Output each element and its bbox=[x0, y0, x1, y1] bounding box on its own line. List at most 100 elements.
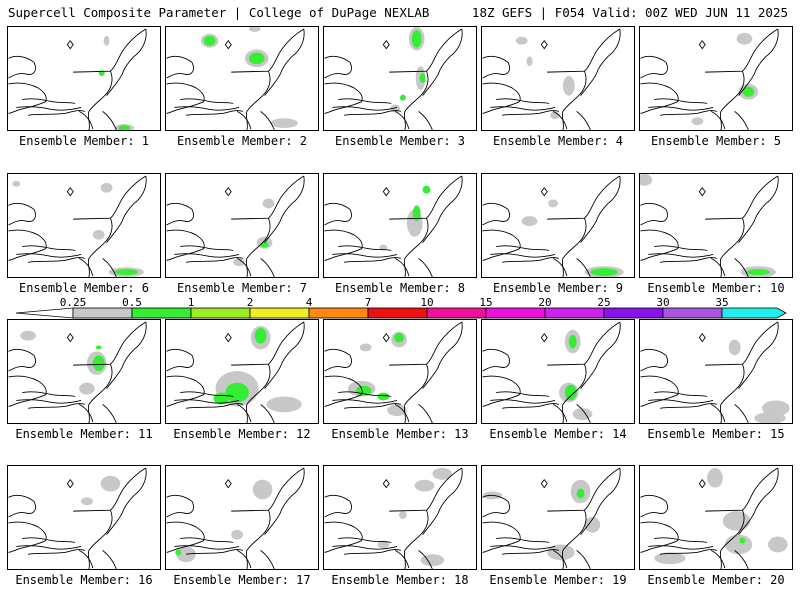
boundary-line bbox=[648, 253, 714, 258]
boundary-line bbox=[73, 175, 147, 220]
scp-shading-low bbox=[728, 339, 741, 356]
scp-shading-low bbox=[722, 511, 751, 531]
boundary-line bbox=[576, 111, 591, 130]
boundary-line bbox=[734, 258, 749, 277]
scp-shading-low bbox=[762, 400, 790, 417]
scp-shading-green bbox=[95, 345, 102, 350]
scp-shading-green bbox=[568, 334, 577, 349]
ensemble-member-map bbox=[7, 319, 161, 424]
colorbar-segment bbox=[485, 307, 546, 319]
boundary-line bbox=[106, 175, 147, 243]
ensemble-member-map bbox=[639, 173, 793, 278]
boundary-line bbox=[324, 202, 352, 226]
scp-shading-low bbox=[81, 497, 93, 506]
boundary-line bbox=[73, 28, 147, 73]
scp-shading-green bbox=[114, 269, 138, 276]
boundary-line bbox=[8, 229, 47, 261]
boundary-line bbox=[186, 549, 244, 555]
colorbar-tick-label: 0.5 bbox=[122, 296, 142, 309]
scp-shading-low bbox=[399, 511, 407, 519]
boundary-line bbox=[422, 467, 463, 535]
scp-shading-low bbox=[562, 76, 575, 96]
boundary-line bbox=[490, 253, 556, 258]
scp-shading-green bbox=[400, 94, 406, 101]
scp-shading-green bbox=[564, 384, 577, 401]
boundary-line bbox=[245, 70, 271, 130]
scp-shading-low bbox=[432, 467, 452, 480]
colorbar-tick-label: 0.25 bbox=[60, 296, 87, 309]
scp-shading-green bbox=[412, 205, 421, 222]
boundary-line bbox=[738, 175, 779, 243]
scp-shading-low bbox=[233, 258, 245, 267]
boundary-line bbox=[660, 110, 718, 116]
boundary-line bbox=[73, 467, 147, 512]
boundary-line bbox=[332, 399, 398, 404]
boundary-line bbox=[332, 106, 398, 111]
diamond-marker-icon bbox=[540, 39, 548, 50]
ensemble-member-map bbox=[165, 319, 319, 424]
scp-shading-low bbox=[691, 117, 704, 126]
colorbar-segment bbox=[426, 307, 487, 319]
boundary-line bbox=[705, 321, 779, 366]
scp-shading-low bbox=[377, 540, 390, 549]
boundary-line bbox=[8, 348, 36, 372]
colorbar-tick-label: 10 bbox=[420, 296, 433, 309]
boundary-line bbox=[660, 549, 718, 555]
boundary-line bbox=[719, 217, 745, 277]
boundary-line bbox=[22, 537, 76, 543]
boundary-line bbox=[576, 550, 591, 569]
map-title: Supercell Composite Parameter | College … bbox=[8, 5, 430, 20]
scp-shading-low bbox=[640, 174, 653, 186]
boundary-line bbox=[648, 106, 714, 111]
boundary-line bbox=[576, 404, 591, 423]
member-map-svg bbox=[482, 321, 621, 423]
scp-shading-green bbox=[254, 327, 267, 344]
boundary-line bbox=[640, 348, 668, 372]
boundary-line bbox=[166, 348, 194, 372]
ensemble-member-map bbox=[7, 465, 161, 570]
ensemble-member-map bbox=[639, 319, 793, 424]
scp-shading-green bbox=[746, 269, 770, 276]
boundary-line bbox=[710, 257, 726, 277]
boundary-line bbox=[580, 175, 621, 243]
ensemble-member-label: Ensemble Member: 7 bbox=[176, 281, 308, 295]
colorbar-segment bbox=[721, 307, 787, 319]
boundary-line bbox=[552, 403, 568, 423]
scp-shading-green bbox=[422, 185, 431, 194]
boundary-line bbox=[648, 399, 714, 404]
boundary-line bbox=[490, 545, 556, 550]
member-map-svg bbox=[324, 321, 463, 423]
ensemble-member-label: Ensemble Member: 17 bbox=[173, 573, 311, 587]
member-map-svg bbox=[8, 28, 147, 130]
member-map-svg bbox=[166, 467, 305, 569]
boundary-line bbox=[16, 253, 82, 258]
boundary-line bbox=[734, 550, 749, 569]
ensemble-member-map bbox=[481, 465, 635, 570]
boundary-line bbox=[394, 549, 410, 569]
scp-shading-low bbox=[736, 32, 753, 45]
boundary-line bbox=[418, 111, 433, 130]
member-map-svg bbox=[640, 28, 779, 130]
ensemble-member-label: Ensemble Member: 3 bbox=[334, 134, 466, 148]
diamond-marker-icon bbox=[698, 186, 706, 197]
member-map-svg bbox=[324, 27, 463, 130]
boundary-line bbox=[78, 403, 94, 423]
ensemble-member-label: Ensemble Member: 16 bbox=[15, 573, 153, 587]
colorbar-tick-label: 2 bbox=[247, 296, 254, 309]
boundary-line bbox=[338, 391, 392, 397]
boundary-line bbox=[394, 257, 410, 277]
boundary-line bbox=[264, 321, 305, 389]
colorbar-segment bbox=[308, 307, 369, 319]
diamond-marker-icon bbox=[540, 332, 548, 343]
colorbar-segment bbox=[190, 307, 251, 319]
boundary-line bbox=[719, 70, 745, 130]
colorbar-tick-label: 35 bbox=[715, 296, 728, 309]
scp-shading-green bbox=[377, 392, 390, 401]
boundary-line bbox=[496, 98, 550, 104]
boundary-line bbox=[738, 467, 779, 535]
boundary-line bbox=[260, 258, 275, 277]
scp-shading-low bbox=[100, 182, 113, 193]
boundary-line bbox=[394, 110, 410, 130]
boundary-line bbox=[236, 549, 252, 569]
boundary-line bbox=[422, 321, 463, 389]
